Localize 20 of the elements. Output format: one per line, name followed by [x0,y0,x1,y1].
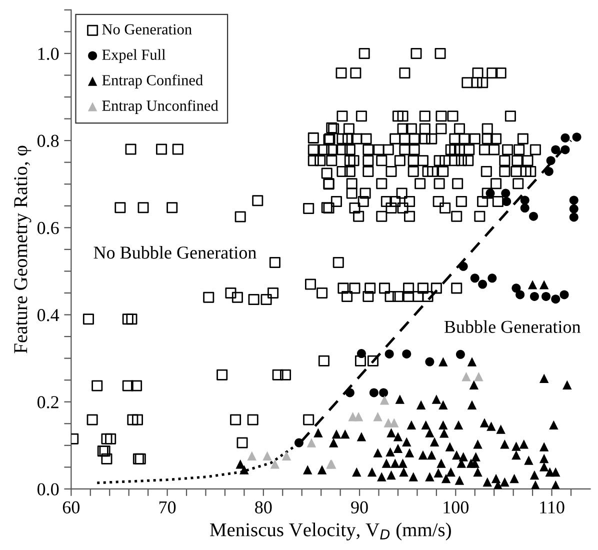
annotation: No Bubble Generation [94,246,256,259]
y-tick-label: 0.6 [37,222,59,234]
legend-label: Entrap Unconfined [102,100,218,114]
y-tick-label: 0.8 [37,134,59,148]
x-tick-label: 70 [159,501,176,514]
annotation: Bubble Generation [444,320,581,333]
y-axis-title: Feature Geometry Ratio, φ [14,146,32,354]
x-tick-label: 60 [62,501,80,514]
x-tick-label: 100 [444,501,469,514]
x-tick-label: 110 [540,501,564,514]
y-tick-label: 1.0 [38,48,59,60]
x-axis-title: Meniscus Velocity, V$_{D}$ (mm/s) [210,522,451,540]
legend-label: No Generation [102,24,192,34]
y-tick-label: 0.0 [37,483,59,496]
legend-label: Entrap Confined [102,74,203,88]
y-tick-label: 0.4 [37,309,60,322]
x-tick-label: 90 [351,501,368,514]
legend-label: Expel Full [102,49,166,64]
y-tick-label: 0.2 [37,396,58,408]
x-tick-label: 80 [255,501,272,514]
